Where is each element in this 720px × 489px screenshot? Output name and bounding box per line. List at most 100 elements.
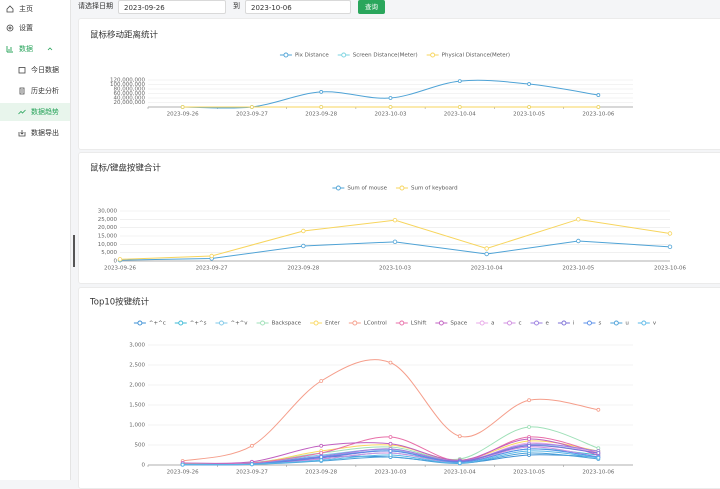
series-line — [119, 218, 671, 260]
x-tick-label: 2023-09-26 — [167, 470, 199, 476]
chart-title: 鼠标移动距离统计 — [90, 30, 159, 41]
y-tick-label: 30,000 — [98, 209, 118, 215]
point — [457, 434, 462, 439]
x-tick-label: 2023-10-04 — [444, 470, 476, 476]
x-tick-label: 2023-09-26 — [104, 266, 136, 272]
point — [319, 458, 324, 463]
point — [301, 228, 306, 234]
point — [388, 453, 393, 457]
legend-label: ^+^c — [149, 321, 166, 327]
legend-label: i — [573, 321, 575, 327]
resize-handle[interactable] — [73, 235, 75, 267]
x-tick-label: 2023-10-05 — [513, 470, 545, 476]
x-tick-label: 2023-10-04 — [444, 112, 476, 118]
point — [667, 231, 673, 236]
nav-trend[interactable]: 数据趋势 — [0, 103, 70, 121]
end-date[interactable]: 2023-10-06 — [245, 0, 351, 14]
point — [596, 451, 601, 455]
point — [596, 455, 601, 460]
x-tick-label: 2023-10-03 — [375, 112, 407, 118]
legend-label: Backspace — [272, 321, 302, 327]
legend-marker — [399, 185, 405, 191]
legend-label: ^+^s — [190, 321, 207, 327]
legend-marker — [613, 320, 619, 326]
point — [527, 398, 531, 403]
query-button[interactable]: 查询 — [358, 0, 385, 14]
icon — [19, 87, 25, 95]
point — [388, 96, 393, 100]
y-tick-label: 15,000 — [98, 234, 118, 240]
legend-marker — [137, 320, 143, 326]
legend-marker — [534, 320, 539, 326]
card — [78, 18, 720, 150]
date-text: 2023-10-06 — [251, 4, 292, 12]
nav-export[interactable]: 数据导出 — [0, 124, 70, 142]
point — [180, 462, 185, 467]
point — [596, 105, 601, 109]
point — [250, 462, 254, 467]
point — [388, 105, 393, 109]
x-tick-label: 2023-09-28 — [287, 266, 319, 272]
point — [527, 449, 531, 453]
legend-marker — [479, 320, 485, 326]
x-tick-label: 2023-09-27 — [236, 112, 268, 118]
legend-label: Sum of mouse — [347, 186, 387, 192]
legend-label: LControl — [364, 321, 387, 327]
sidebar: 主页 设置 数据 今日数据 历史分析 数据趋势 数据导出 — [0, 0, 71, 480]
nav-settings[interactable]: 设置 — [0, 19, 70, 37]
start-date[interactable]: 2023-09-26 — [118, 0, 226, 14]
point — [392, 217, 398, 223]
nav-label: 数据 — [19, 45, 33, 53]
icon — [18, 130, 26, 137]
filter-label: 请选择日期 — [78, 2, 113, 10]
x-tick-label: 2023-09-27 — [236, 470, 268, 476]
point — [392, 239, 398, 245]
legend-marker — [587, 320, 592, 326]
y-tick-label: 60,000,000 — [114, 91, 146, 97]
point — [576, 217, 581, 222]
icon — [6, 24, 14, 32]
legend: ^+^c ^+^s ^+^v Backspace Enter LControl LShift… — [133, 320, 657, 327]
x-tick-label: 2023-09-26 — [167, 112, 199, 118]
legend-label: s — [598, 321, 601, 327]
point — [250, 105, 254, 109]
point — [527, 82, 531, 86]
x-tick-label: 2023-09-27 — [196, 266, 228, 272]
legend-label: Space — [450, 321, 467, 327]
point — [180, 105, 185, 109]
point — [596, 93, 601, 97]
y-tick-label: 40,000,000 — [114, 96, 146, 102]
legend-label: a — [491, 321, 494, 327]
legend-marker — [335, 185, 341, 191]
nav-today[interactable]: 今日数据 — [0, 61, 70, 79]
legend-label: c — [519, 321, 522, 327]
x-tick-label: 2023-10-05 — [513, 112, 545, 118]
legend-marker — [313, 320, 319, 326]
y-tick-label: 2,000 — [129, 383, 145, 389]
y-tick-label: 10,000 — [98, 242, 118, 248]
point — [596, 407, 601, 412]
point — [209, 253, 214, 259]
x-tick-label: 2023-10-06 — [582, 470, 614, 476]
nav-history[interactable]: 历史分析 — [0, 82, 70, 100]
point — [484, 246, 489, 251]
x-tick-label: 2023-09-28 — [305, 112, 337, 118]
legend-marker — [399, 320, 405, 326]
nav-home[interactable]: 主页 — [0, 0, 70, 18]
nav-label: 历史分析 — [31, 87, 59, 95]
x-tick-label: 2023-10-03 — [379, 266, 411, 272]
y-tick-label: 0 — [114, 259, 118, 265]
legend-label: Pix Distance — [295, 53, 329, 59]
legend-marker — [283, 52, 289, 58]
point — [667, 244, 673, 250]
point — [319, 105, 324, 109]
date-text: 2023-09-26 — [124, 4, 165, 12]
point — [527, 105, 531, 109]
nav-data[interactable]: 数据 — [0, 40, 70, 58]
nav-label: 数据导出 — [31, 129, 59, 137]
y-tick-label: 25,000 — [98, 217, 118, 223]
legend-label: Physical Distance(Meter) — [442, 53, 510, 59]
icon — [18, 67, 26, 74]
chart-title: Top10按键统计 — [89, 297, 150, 308]
